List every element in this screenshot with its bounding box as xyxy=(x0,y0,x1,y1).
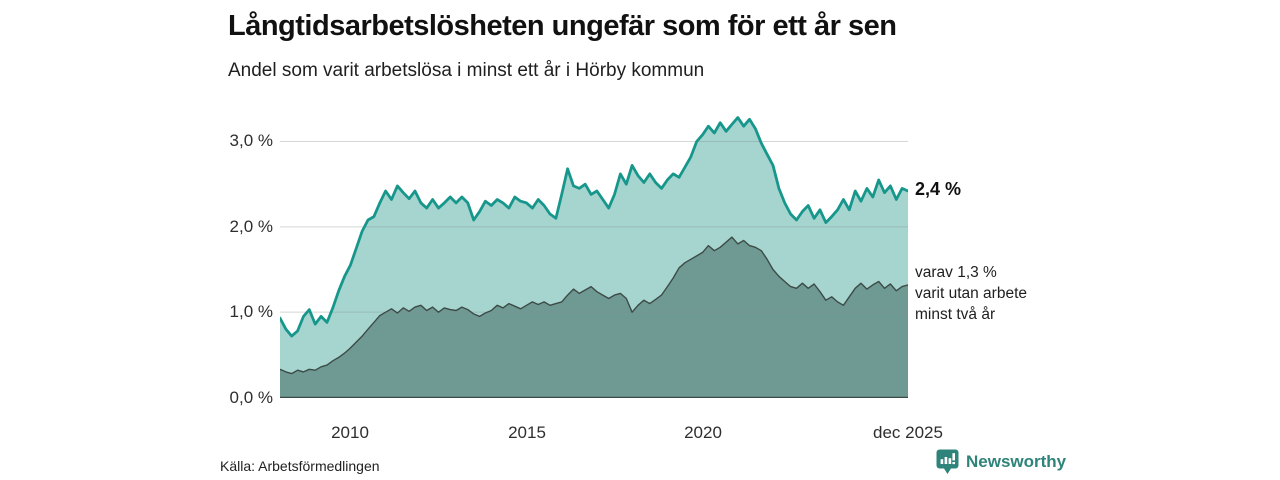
newsworthy-logo-icon xyxy=(936,449,959,475)
x-axis-label-dec2025: dec 2025 xyxy=(873,423,943,442)
x-axis-label-2015: 2015 xyxy=(508,423,546,442)
annotation-line-3: minst två år xyxy=(915,306,996,323)
plot-area xyxy=(278,115,910,399)
end-value-label-two-year: varav 1,3 % varit utan arbete minst två … xyxy=(915,262,1027,325)
source-credit: Källa: Arbetsförmedlingen xyxy=(220,458,380,474)
line-two-year xyxy=(279,236,909,375)
area-chart-svg xyxy=(278,116,910,399)
line-total xyxy=(278,116,910,338)
chart-subtitle: Andel som varit arbetslösa i minst ett å… xyxy=(228,60,705,81)
end-value-label-total: 2,4 % xyxy=(915,179,962,199)
y-axis-label-3: 3,0 % xyxy=(229,131,273,150)
y-axis-label-2: 2,0 % xyxy=(229,217,273,236)
annotation-line-1: varav 1,3 % xyxy=(915,264,997,281)
y-axis-label-0: 0,0 % xyxy=(229,388,273,407)
newsworthy-logo[interactable]: Newsworthy xyxy=(936,449,1066,475)
x-axis-label-2020: 2020 xyxy=(684,423,722,442)
y-axis-label-1: 1,0 % xyxy=(229,302,273,321)
chart-title: Långtidsarbetslösheten ungefär som för e… xyxy=(228,10,897,42)
area-fill-two-year xyxy=(280,237,908,398)
annotation-line-2: varit utan arbete xyxy=(915,285,1028,302)
newsworthy-logo-text: Newsworthy xyxy=(966,452,1067,471)
x-axis-label-2010: 2010 xyxy=(331,423,369,442)
